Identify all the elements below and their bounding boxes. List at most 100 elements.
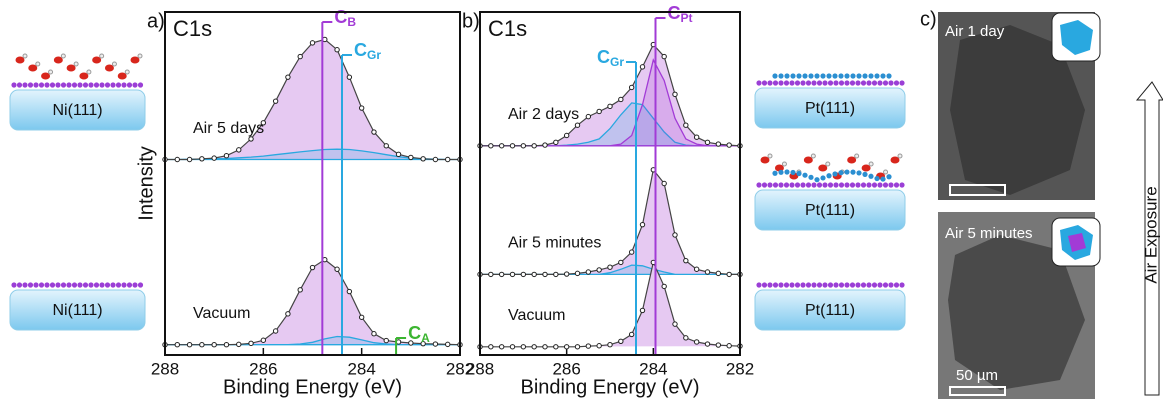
data-point	[248, 340, 254, 347]
data-point	[715, 342, 722, 348]
atom	[844, 182, 850, 188]
data-point	[661, 53, 667, 60]
data-point	[661, 180, 667, 187]
atom	[11, 282, 17, 288]
data-point	[607, 264, 613, 270]
graphene	[790, 73, 796, 79]
data-point	[628, 331, 635, 338]
data-point	[542, 271, 548, 278]
atom	[811, 282, 817, 288]
graphene	[844, 169, 850, 175]
data-point	[272, 328, 279, 334]
data-point	[371, 331, 377, 337]
graphene	[820, 73, 826, 79]
data-point	[672, 91, 678, 98]
atom	[866, 80, 872, 86]
data-point	[211, 342, 217, 348]
atom	[877, 80, 883, 86]
image-caption: Air 1 day	[945, 23, 1005, 40]
atom	[137, 82, 144, 88]
molecule	[104, 64, 114, 72]
atom	[827, 182, 834, 188]
spectrum-label: Vacuum	[508, 307, 566, 324]
graphene	[820, 175, 826, 181]
data-point	[704, 139, 711, 146]
atom	[888, 282, 894, 288]
molecule	[767, 153, 773, 159]
data-point	[383, 143, 389, 149]
data-point	[420, 340, 426, 347]
data-point	[211, 155, 217, 161]
molecule	[825, 161, 831, 167]
graphene	[886, 174, 892, 180]
data-point	[683, 257, 689, 264]
atom	[871, 182, 878, 188]
data-point	[432, 156, 439, 163]
graphene	[778, 169, 784, 175]
data-point	[186, 342, 193, 348]
graphene	[814, 73, 820, 79]
graphene	[850, 73, 856, 79]
graphene	[850, 169, 856, 175]
atom	[121, 82, 127, 88]
panel-label: a)	[147, 10, 165, 32]
graphene	[814, 177, 820, 183]
atom	[82, 82, 89, 88]
plot-frame	[479, 11, 741, 356]
atom	[66, 82, 72, 88]
data-point	[346, 74, 353, 80]
data-point	[488, 271, 494, 278]
atom	[811, 182, 817, 188]
data-point	[585, 113, 592, 120]
molecule	[803, 156, 813, 164]
data-point	[358, 105, 365, 111]
data-point	[693, 134, 700, 140]
molecule	[847, 156, 857, 164]
reference-subscript: A	[421, 331, 430, 345]
atom	[44, 82, 50, 88]
molecule	[22, 53, 28, 59]
data-point	[618, 96, 624, 103]
atom	[767, 182, 773, 188]
data-point	[542, 344, 548, 350]
data-point	[199, 156, 205, 162]
x-tick-label: 282	[726, 359, 754, 378]
atom	[60, 82, 67, 88]
envelope-area	[480, 169, 740, 275]
atom	[838, 282, 845, 288]
y-axis-label: Intensity	[135, 146, 157, 220]
molecule	[66, 64, 76, 72]
data-point	[596, 267, 602, 273]
data-point	[683, 122, 689, 128]
atom	[827, 80, 834, 86]
x-tick-label: 284	[639, 359, 667, 378]
atom	[877, 282, 883, 288]
atom	[38, 82, 45, 88]
data-point	[563, 271, 570, 277]
molecule	[86, 69, 92, 75]
atom	[789, 282, 795, 288]
atom	[822, 80, 828, 86]
atom	[66, 282, 72, 288]
data-point	[596, 108, 602, 115]
atom	[104, 82, 111, 88]
data-point	[346, 288, 353, 295]
molecule	[117, 72, 127, 80]
envelope-area	[480, 44, 740, 146]
atom	[800, 182, 806, 188]
data-point	[715, 270, 722, 277]
inset-flake	[1060, 20, 1093, 55]
reference-label: CPt	[668, 3, 693, 25]
atom	[132, 82, 138, 88]
data-point	[223, 153, 230, 159]
atom	[110, 82, 116, 88]
atom	[882, 182, 889, 188]
atom	[22, 82, 28, 88]
data-point	[236, 147, 242, 153]
graphene	[868, 73, 874, 79]
graphene	[796, 73, 802, 79]
data-point	[395, 151, 402, 158]
data-point	[248, 136, 254, 142]
atom	[55, 282, 61, 288]
molecule	[124, 69, 130, 75]
